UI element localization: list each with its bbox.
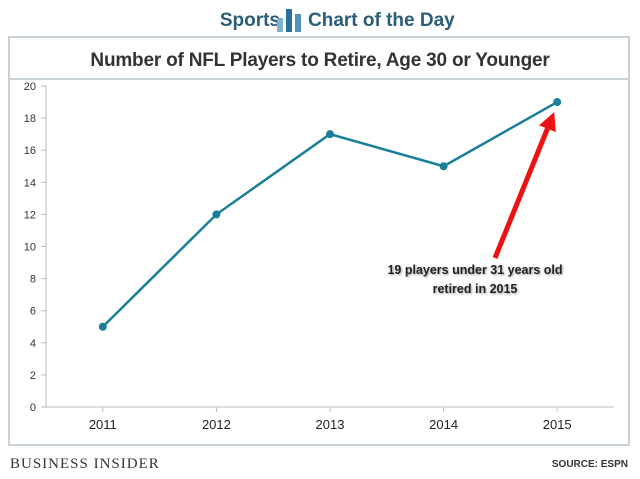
y-tick-label: 8	[30, 274, 36, 286]
x-tick-label: 2014	[429, 417, 458, 432]
arrow-head	[539, 112, 556, 133]
annotation-line-2: retired in 2015	[432, 282, 518, 296]
y-tick-label: 6	[30, 306, 36, 318]
data-point	[553, 98, 562, 107]
y-tick-label: 20	[24, 81, 36, 93]
y-tick-label: 12	[24, 209, 36, 221]
feature-label: Chart of the Day	[308, 10, 455, 31]
y-tick-label: 0	[30, 402, 36, 414]
y-tick-label: 18	[24, 113, 36, 125]
annotation-arrow	[492, 112, 556, 259]
section-label: Sports	[219, 10, 280, 31]
y-tick-label: 14	[24, 177, 36, 189]
title-divider	[10, 78, 628, 80]
x-tick-label: 2015	[543, 417, 572, 432]
brand-logo: BUSINESS INSIDER	[10, 456, 160, 472]
data-point	[212, 210, 221, 219]
source-credit: SOURCE: ESPN	[551, 459, 628, 470]
bar-chart-icon	[277, 9, 301, 32]
tick-labels: 0 2 4 6 8 10 12 14 16 18 20 2011 2012 2013 2014 2015	[24, 81, 572, 432]
data-point	[439, 162, 448, 171]
x-tick-label: 2012	[202, 417, 231, 432]
chart-title: Number of NFL Players to Retire, Age 30 …	[90, 50, 550, 71]
chart-frame	[8, 36, 630, 446]
y-tick-label: 10	[24, 242, 36, 254]
arrow-shaft	[492, 127, 550, 259]
chart-header: Sports Chart of the Day	[0, 0, 640, 36]
data-series	[98, 98, 562, 331]
annotation-line-1: 19 players under 31 years old	[387, 263, 563, 277]
y-tick-label: 4	[30, 338, 36, 350]
y-tick-label: 2	[30, 370, 36, 382]
y-tick-label: 16	[24, 145, 36, 157]
annotation-text: 19 players under 31 years old retired in…	[380, 261, 570, 299]
data-point	[98, 322, 107, 331]
x-tick-label: 2013	[316, 417, 345, 432]
chart-axes	[41, 85, 614, 412]
x-tick-label: 2011	[89, 417, 117, 432]
data-point	[326, 130, 334, 139]
